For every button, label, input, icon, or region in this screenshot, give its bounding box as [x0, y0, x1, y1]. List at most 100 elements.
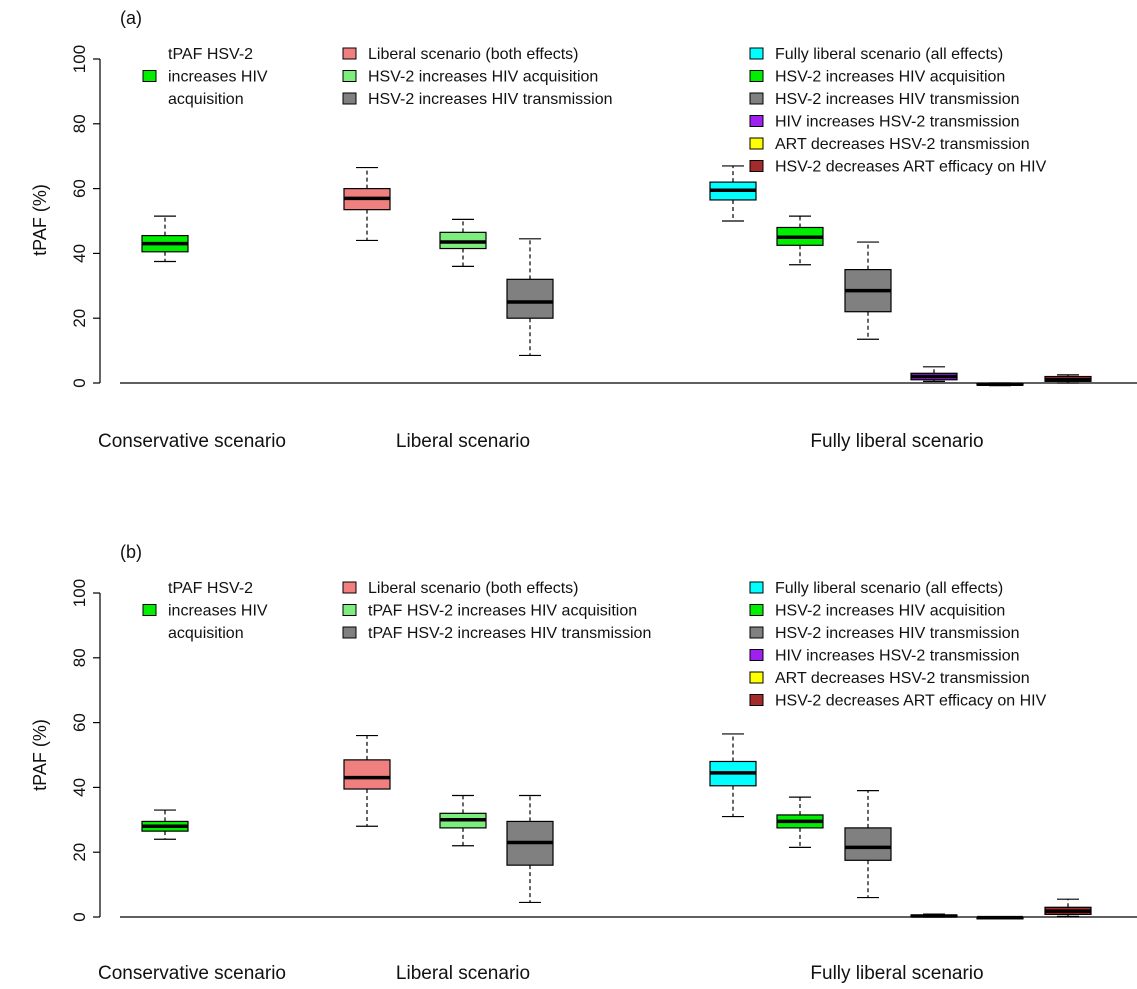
- legend-label: Liberal scenario (both effects): [368, 46, 578, 63]
- scenario-label-conservative: Conservative scenario: [98, 431, 286, 452]
- legend-label: HSV-2 increases HIV acquisition: [775, 69, 1005, 86]
- boxplot: [1044, 898, 1092, 917]
- boxplot: [844, 790, 892, 899]
- legend-label: Liberal scenario (both effects): [368, 580, 578, 597]
- boxplot: [776, 215, 824, 266]
- legend-item: HSV-2 increases HIV acquisition: [749, 603, 1005, 620]
- legend-label: tPAF HSV-2: [168, 580, 253, 597]
- scenario-label-liberal: Liberal scenario: [396, 431, 530, 452]
- boxplot: [439, 794, 487, 847]
- legend-item: Liberal scenario (both effects): [342, 580, 578, 597]
- legend-item: HSV-2 increases HIV acquisition: [749, 69, 1005, 86]
- legend-swatch: [342, 92, 357, 105]
- legend-label: HSV-2 increases HIV transmission: [775, 625, 1020, 642]
- panel-label: (b): [120, 542, 142, 562]
- box: [844, 827, 892, 861]
- legend-label: HSV-2 increases HIV acquisition: [368, 69, 598, 86]
- boxplot: [709, 165, 757, 222]
- panel-label: (a): [120, 8, 142, 28]
- y-tick-label: 100: [70, 579, 89, 607]
- legend-label: HIV increases HSV-2 transmission: [775, 648, 1020, 665]
- scenario-label-fully-liberal: Fully liberal scenario: [810, 431, 983, 452]
- legend-fully-liberal: Fully liberal scenario (all effects) HSV-…: [749, 46, 1047, 176]
- y-tick-label: 0: [70, 378, 89, 387]
- y-tick-label: 60: [70, 713, 89, 732]
- legend-label: increases HIV: [168, 69, 268, 86]
- legend-swatch: [342, 581, 357, 594]
- legend-item: ART decreases HSV-2 transmission: [749, 136, 1030, 153]
- legend-label: HIV increases HSV-2 transmission: [775, 114, 1020, 131]
- y-tick-label: 20: [70, 843, 89, 862]
- legend-item: HSV-2 decreases ART efficacy on HIV: [749, 693, 1047, 710]
- boxplot: [439, 218, 487, 267]
- legend-swatch: [342, 47, 357, 60]
- y-tick-label: 80: [70, 648, 89, 667]
- legend-label: acquisition: [168, 91, 244, 108]
- legend-item: Fully liberal scenario (all effects): [749, 580, 1003, 597]
- y-tick-label: 0: [70, 912, 89, 921]
- legend-item: HSV-2 increases HIV transmission: [342, 91, 613, 108]
- boxplot: [141, 809, 189, 840]
- legend-item: HIV increases HSV-2 transmission: [749, 648, 1020, 665]
- legend-label: ART decreases HSV-2 transmission: [775, 670, 1030, 687]
- y-tick-label: 20: [70, 309, 89, 328]
- legend-swatch: [749, 649, 764, 661]
- legend-swatch: [749, 160, 764, 172]
- legend-item: HSV-2 decreases ART efficacy on HIV: [749, 159, 1047, 176]
- legend-swatch: [749, 604, 764, 616]
- legend-swatch: [749, 47, 764, 60]
- boxplot: [343, 734, 391, 827]
- legend-swatch: [749, 137, 764, 150]
- y-axis-title: tPAF (%): [30, 719, 50, 791]
- panel-a: (a) tPAF (%) 0 20 40 60 80 100 tPAF HSV-2 incr…: [30, 8, 1137, 452]
- boxplots: [141, 733, 1092, 920]
- legend-label: ART decreases HSV-2 transmission: [775, 136, 1030, 153]
- legend-item: tPAF HSV-2 increases HIV acquisition: [142, 46, 268, 108]
- legend-swatch: [342, 70, 357, 82]
- y-tick-label: 40: [70, 778, 89, 797]
- boxplot: [776, 796, 824, 848]
- legend-swatch: [749, 92, 764, 105]
- boxplot: [910, 913, 958, 918]
- legend-label: HSV-2 decreases ART efficacy on HIV: [775, 693, 1047, 710]
- legend-label: increases HIV: [168, 603, 268, 620]
- legend-label: acquisition: [168, 625, 244, 642]
- legend-conservative: tPAF HSV-2 increases HIV acquisition: [142, 580, 268, 642]
- legend-swatch: [749, 115, 764, 127]
- legend-label: tPAF HSV-2 increases HIV acquisition: [368, 603, 637, 620]
- y-tick-label: 60: [70, 179, 89, 198]
- y-axis-title: tPAF (%): [30, 184, 50, 256]
- legend-label: tPAF HSV-2 increases HIV transmission: [368, 625, 651, 642]
- boxplot: [506, 794, 554, 904]
- boxplot: [844, 241, 892, 340]
- legend-item: Liberal scenario (both effects): [342, 46, 578, 63]
- box: [343, 759, 391, 790]
- scenario-label-conservative: Conservative scenario: [98, 963, 286, 984]
- y-tick-label: 100: [70, 45, 89, 73]
- legend-label: HSV-2 increases HIV transmission: [775, 91, 1020, 108]
- legend-swatch: [342, 626, 357, 639]
- legend-swatch: [342, 604, 357, 616]
- legend-item: HSV-2 increases HIV acquisition: [342, 69, 598, 86]
- boxplot: [343, 166, 391, 242]
- legend-item: HSV-2 increases HIV transmission: [749, 91, 1020, 108]
- legend-swatch: [749, 694, 764, 706]
- legend-label: tPAF HSV-2: [168, 46, 253, 63]
- boxplot: [976, 382, 1024, 387]
- box: [506, 278, 554, 319]
- scenario-label-fully-liberal: Fully liberal scenario: [810, 963, 983, 984]
- legend-item: tPAF HSV-2 increases HIV transmission: [342, 625, 651, 642]
- legend-swatch: [749, 671, 764, 684]
- legend-swatch: [142, 70, 157, 82]
- y-tick-label: 80: [70, 114, 89, 133]
- scenario-label-liberal: Liberal scenario: [396, 963, 530, 984]
- legend-item: HSV-2 increases HIV transmission: [749, 625, 1020, 642]
- legend-swatch: [749, 70, 764, 82]
- legend-label: HSV-2 decreases ART efficacy on HIV: [775, 159, 1047, 176]
- legend-label: Fully liberal scenario (all effects): [775, 46, 1003, 63]
- legend-conservative: tPAF HSV-2 increases HIV acquisition: [142, 46, 268, 108]
- legend-liberal: Liberal scenario (both effects) HSV-2 inc…: [342, 46, 613, 108]
- boxplot: [976, 915, 1024, 920]
- legend-label: Fully liberal scenario (all effects): [775, 580, 1003, 597]
